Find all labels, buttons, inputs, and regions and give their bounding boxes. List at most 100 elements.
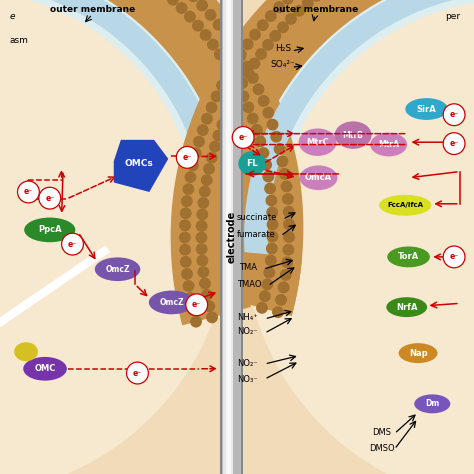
Circle shape: [193, 20, 203, 31]
Circle shape: [201, 290, 212, 300]
Ellipse shape: [379, 195, 431, 216]
Circle shape: [294, 6, 304, 16]
Ellipse shape: [149, 291, 194, 314]
Circle shape: [217, 80, 227, 91]
Text: DMS: DMS: [372, 428, 391, 437]
Text: e⁻: e⁻: [133, 369, 142, 377]
Circle shape: [180, 220, 190, 230]
Ellipse shape: [386, 297, 427, 317]
Text: NrfA: NrfA: [396, 303, 418, 311]
Circle shape: [197, 0, 207, 10]
Text: PpcA: PpcA: [38, 226, 62, 234]
Circle shape: [284, 232, 294, 242]
Ellipse shape: [299, 128, 337, 156]
Circle shape: [222, 109, 232, 119]
Circle shape: [0, 0, 230, 474]
Circle shape: [252, 125, 262, 135]
Circle shape: [229, 59, 239, 70]
Circle shape: [186, 294, 208, 316]
Circle shape: [266, 243, 277, 254]
Text: MtrB: MtrB: [343, 131, 364, 139]
Circle shape: [244, 0, 474, 474]
Circle shape: [197, 209, 208, 219]
Circle shape: [196, 232, 207, 243]
Text: e: e: [9, 12, 15, 21]
Circle shape: [271, 132, 282, 142]
Circle shape: [253, 84, 264, 94]
Circle shape: [263, 172, 273, 182]
Circle shape: [196, 244, 207, 254]
Ellipse shape: [24, 218, 75, 242]
Circle shape: [274, 144, 285, 154]
Circle shape: [274, 2, 284, 12]
Circle shape: [194, 137, 204, 147]
Text: NH₄⁺: NH₄⁺: [237, 313, 258, 322]
Text: e⁻: e⁻: [449, 110, 459, 119]
Circle shape: [213, 130, 224, 141]
Circle shape: [205, 9, 216, 20]
Polygon shape: [223, 251, 302, 316]
Bar: [220, 0, 222, 474]
Circle shape: [204, 301, 214, 311]
Circle shape: [284, 219, 294, 229]
Circle shape: [266, 195, 277, 206]
Circle shape: [276, 295, 286, 305]
Text: per: per: [445, 12, 460, 21]
Text: e⁻: e⁻: [449, 253, 459, 261]
Circle shape: [265, 11, 276, 21]
Circle shape: [302, 0, 313, 8]
Circle shape: [238, 91, 249, 101]
Circle shape: [311, 0, 322, 1]
Circle shape: [201, 175, 212, 185]
Text: Nap: Nap: [409, 349, 428, 357]
Circle shape: [200, 186, 210, 197]
Text: e⁻: e⁻: [192, 301, 201, 309]
Circle shape: [283, 0, 293, 4]
Text: FccA/IfcA: FccA/IfcA: [387, 202, 423, 208]
Ellipse shape: [14, 342, 38, 361]
Ellipse shape: [387, 246, 430, 267]
Circle shape: [283, 207, 294, 217]
Circle shape: [273, 307, 283, 318]
Circle shape: [182, 269, 192, 279]
Polygon shape: [244, 0, 474, 306]
Circle shape: [213, 19, 224, 30]
Circle shape: [221, 59, 231, 70]
Circle shape: [188, 0, 199, 1]
Circle shape: [283, 245, 293, 255]
Circle shape: [261, 160, 271, 170]
Circle shape: [237, 78, 247, 88]
Text: NO₂⁻: NO₂⁻: [237, 327, 258, 336]
Circle shape: [262, 279, 273, 290]
Circle shape: [243, 39, 253, 49]
Polygon shape: [114, 140, 168, 192]
Text: NO₂⁻: NO₂⁻: [237, 359, 258, 368]
Circle shape: [176, 146, 198, 168]
Text: e⁻: e⁻: [68, 240, 77, 248]
Polygon shape: [0, 0, 303, 316]
Polygon shape: [242, 0, 474, 307]
Bar: [241, 0, 243, 474]
Text: asm: asm: [9, 36, 28, 45]
Text: outer membrane: outer membrane: [273, 5, 358, 14]
Circle shape: [265, 255, 276, 266]
Circle shape: [278, 282, 289, 292]
Ellipse shape: [414, 394, 450, 413]
Circle shape: [236, 49, 246, 59]
Circle shape: [210, 141, 220, 152]
Ellipse shape: [238, 151, 266, 176]
Text: TMA: TMA: [239, 263, 257, 272]
Circle shape: [197, 255, 208, 266]
Text: succinate: succinate: [237, 213, 277, 222]
Circle shape: [443, 246, 465, 268]
Circle shape: [265, 183, 275, 194]
Circle shape: [286, 14, 296, 24]
Text: NO₃⁻: NO₃⁻: [237, 374, 258, 383]
Text: e⁻: e⁻: [24, 188, 33, 196]
Circle shape: [267, 119, 278, 130]
Bar: [226, 0, 231, 474]
Circle shape: [181, 208, 191, 219]
Circle shape: [196, 221, 207, 231]
Circle shape: [180, 245, 191, 255]
Circle shape: [206, 102, 217, 113]
